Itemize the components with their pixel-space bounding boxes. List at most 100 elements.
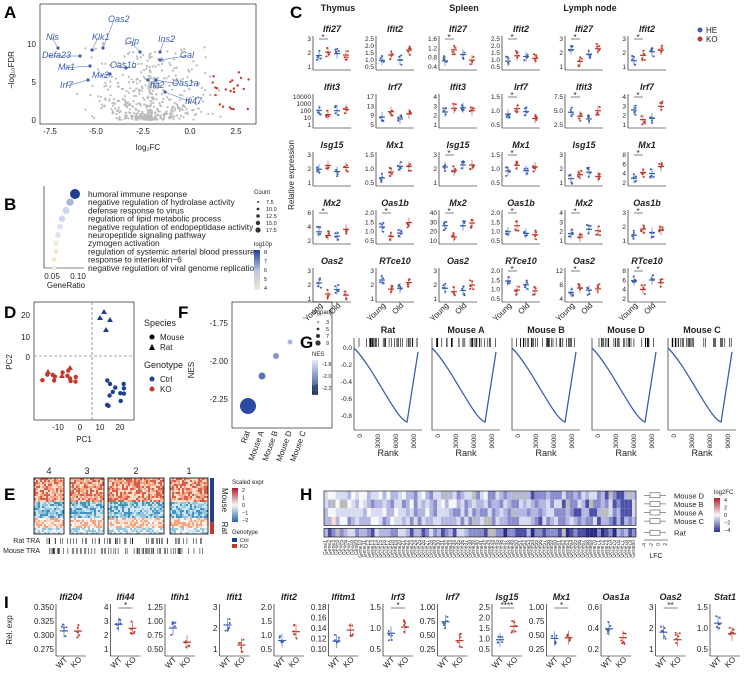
species-rat-triangle xyxy=(149,344,155,350)
heat-cell xyxy=(190,484,192,486)
heat-cell xyxy=(122,524,124,526)
heat-cell xyxy=(44,532,46,534)
heat-cell xyxy=(126,496,128,498)
lfc-cell xyxy=(456,528,461,537)
heat-cell xyxy=(130,504,132,506)
rank-xlabel: Rank xyxy=(455,448,477,458)
pca-mouse-ctrl xyxy=(118,398,123,404)
gene-title: Ifi27 xyxy=(575,24,594,34)
heat-cell xyxy=(134,522,136,524)
lfc-cell xyxy=(433,528,438,537)
heat-cell xyxy=(122,530,124,532)
volcano-point xyxy=(135,112,138,115)
heat-cell xyxy=(90,526,92,528)
rank-tick: 3000 xyxy=(533,434,540,449)
heat-cell xyxy=(54,496,56,498)
heat-cell xyxy=(42,510,44,512)
lfc-cell xyxy=(495,508,500,517)
heat-cell xyxy=(186,510,188,512)
heat-cell xyxy=(100,496,102,498)
ytick: 2 xyxy=(622,224,626,231)
heat-cell xyxy=(156,490,158,492)
xcat-label: Old xyxy=(390,301,405,316)
heat-cell xyxy=(202,498,204,500)
heat-cell xyxy=(98,482,100,484)
rank-tick: 0 xyxy=(515,434,522,438)
volcano-point xyxy=(102,43,105,46)
expr-point xyxy=(382,222,385,224)
lfc-cell xyxy=(444,516,449,526)
lfc-cell xyxy=(597,491,601,500)
lfc-cell xyxy=(530,516,535,526)
heat-cell xyxy=(118,500,120,502)
lfc-cell xyxy=(343,491,348,500)
heat-cell xyxy=(114,532,116,534)
heat-cell xyxy=(200,510,202,512)
expr-point xyxy=(442,56,445,59)
heat-cell xyxy=(34,500,36,502)
lfc-cell xyxy=(441,499,445,509)
heat-cell xyxy=(80,514,82,516)
heat-cell xyxy=(60,490,62,492)
heat-cell xyxy=(42,482,44,484)
lfc-cell xyxy=(476,491,480,500)
heat-cell xyxy=(114,512,116,514)
lfc-cell xyxy=(409,499,414,509)
heat-cell xyxy=(82,510,84,512)
volcano-point xyxy=(124,95,127,98)
lfc-cell xyxy=(460,528,465,537)
gene-leader xyxy=(97,73,111,77)
expr-point xyxy=(390,50,393,53)
heat-cell xyxy=(174,484,176,486)
heat-cell xyxy=(78,490,80,492)
heat-cell xyxy=(40,508,42,510)
heat-cell xyxy=(184,492,186,494)
heat-cell xyxy=(120,524,122,526)
heat-cell xyxy=(72,516,74,518)
lfc-cell xyxy=(324,528,328,537)
heat-cell xyxy=(158,510,160,512)
heat-cell xyxy=(84,484,86,486)
heat-cell xyxy=(112,490,114,492)
gene-col-label: Gene6 xyxy=(343,540,349,555)
heat-cell xyxy=(46,528,48,530)
heat-cell xyxy=(124,522,126,524)
heat-cell xyxy=(108,498,110,500)
heat-cell xyxy=(84,500,86,502)
heat-cell xyxy=(94,508,96,510)
heat-cell xyxy=(152,488,154,490)
heat-cell xyxy=(110,486,112,488)
ytick: 3 xyxy=(622,103,626,110)
heat-cell xyxy=(154,498,156,500)
lfc-cell xyxy=(370,499,375,509)
heat-cell xyxy=(108,506,110,508)
heat-cell xyxy=(142,478,144,480)
expr-point xyxy=(640,284,643,287)
heat-cell xyxy=(174,506,176,508)
heat-cell xyxy=(100,528,102,530)
heat-cell xyxy=(174,522,176,524)
ytick: 2 xyxy=(307,50,311,57)
volcano-point xyxy=(162,59,165,63)
heat-cell xyxy=(58,518,60,520)
heat-cell xyxy=(174,518,176,520)
lfc-cell xyxy=(402,499,406,509)
heat-cell xyxy=(90,528,92,530)
expr-point xyxy=(460,167,463,170)
volcano-point xyxy=(145,114,149,117)
heat-cell xyxy=(78,510,80,512)
expr-point xyxy=(316,170,319,173)
heat-cell xyxy=(156,506,158,508)
heat-cell xyxy=(54,498,56,500)
genotype-legend-title: Genotype xyxy=(144,360,183,370)
volcano-point xyxy=(179,114,183,117)
heat-cell xyxy=(92,514,94,516)
expr-point xyxy=(444,291,447,293)
heat-cell xyxy=(190,526,192,528)
volcano-point xyxy=(135,103,138,106)
heat-cell xyxy=(156,482,158,484)
lfc-cell xyxy=(585,528,590,537)
lfc-cell xyxy=(425,508,430,517)
heat-cell xyxy=(92,522,94,524)
heat-cell xyxy=(54,530,56,532)
